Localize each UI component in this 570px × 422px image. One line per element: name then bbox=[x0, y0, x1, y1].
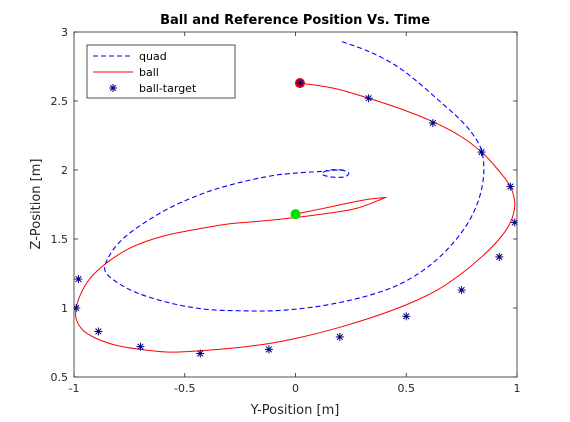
legend: quad ball ball-target bbox=[86, 44, 236, 99]
end-marker bbox=[290, 209, 301, 220]
ball-target-point bbox=[196, 349, 205, 358]
ball-target-point bbox=[74, 275, 83, 284]
x-axis-label: Y-Position [m] bbox=[250, 403, 340, 418]
legend-ball-target-label: ball-target bbox=[139, 82, 197, 95]
x-tick-label: -1 bbox=[69, 382, 80, 395]
ball-target-point bbox=[457, 286, 466, 295]
y-tick-label: 1.5 bbox=[51, 233, 69, 246]
y-tick-label: 0.5 bbox=[51, 371, 69, 384]
legend-star-glyph bbox=[109, 84, 117, 92]
ball-target-point bbox=[335, 332, 344, 341]
x-tick-label: 0 bbox=[292, 382, 299, 395]
ball-target-point bbox=[510, 218, 517, 227]
series-layer bbox=[74, 41, 517, 358]
series-ball-line bbox=[75, 82, 516, 353]
y-tick-label: 1 bbox=[61, 302, 68, 315]
legend-ball-target-swatch bbox=[109, 84, 117, 92]
ball-target-point bbox=[295, 79, 304, 88]
x-tick-label: 1 bbox=[514, 382, 521, 395]
x-tick-label: -0.5 bbox=[174, 382, 195, 395]
y-tick-label: 2.5 bbox=[51, 95, 69, 108]
ball-target-point bbox=[402, 312, 411, 321]
ball-target-point bbox=[477, 148, 486, 157]
y-tick-label: 3 bbox=[61, 26, 68, 39]
ball-target-point bbox=[94, 327, 103, 336]
ball-target-point bbox=[264, 345, 273, 354]
ball-target-point bbox=[495, 252, 504, 261]
ball-target-point bbox=[136, 342, 145, 351]
y-axis-label: Z-Position [m] bbox=[29, 159, 44, 250]
legend-quad-label: quad bbox=[139, 50, 167, 63]
ball-target-point bbox=[364, 94, 373, 103]
ball-target-point bbox=[428, 119, 437, 128]
x-tick-label: 0.5 bbox=[398, 382, 416, 395]
series-quad-line bbox=[104, 41, 485, 312]
ball-target-point bbox=[506, 182, 515, 191]
ticks-layer: -1 -0.5 0 0.5 1 0.5 1 1.5 2 2.5 3 bbox=[51, 26, 521, 395]
chart-title: Ball and Reference Position Vs. Time bbox=[160, 13, 430, 28]
legend-ball-label: ball bbox=[139, 66, 159, 79]
y-tick-label: 2 bbox=[61, 164, 68, 177]
